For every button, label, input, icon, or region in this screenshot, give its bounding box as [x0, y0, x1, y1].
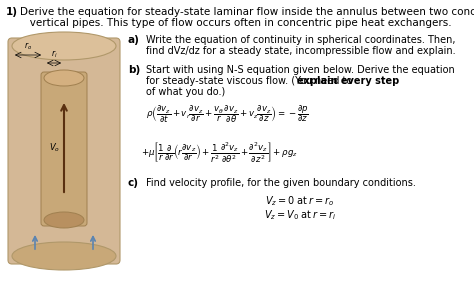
Text: Write the equation of continuity in spherical coordinates. Then,: Write the equation of continuity in sphe… — [146, 35, 456, 45]
Text: $V_o$: $V_o$ — [49, 142, 60, 154]
Text: Start with using N-S equation given below. Derive the equation: Start with using N-S equation given belo… — [146, 65, 455, 75]
Text: for steady-state viscous flow. (You need to: for steady-state viscous flow. (You need… — [146, 76, 356, 86]
Text: $\rho\left(\dfrac{\partial v_z}{\partial t} + v_r\dfrac{\partial v_z}{\partial r: $\rho\left(\dfrac{\partial v_z}{\partial… — [146, 103, 309, 125]
Text: Derive the equation for steady-state laminar flow inside the annulus between two: Derive the equation for steady-state lam… — [20, 7, 474, 17]
Text: find dVz/dz for a steady state, incompressible flow and explain.: find dVz/dz for a steady state, incompre… — [146, 46, 456, 56]
Text: $r_i$: $r_i$ — [51, 49, 57, 60]
Text: $r_o$: $r_o$ — [24, 40, 32, 52]
Text: $V_z = V_0\;\mathrm{at}\;r = r_i$: $V_z = V_0\;\mathrm{at}\;r = r_i$ — [264, 208, 337, 222]
Text: $+ \mu\left[\dfrac{1}{r}\dfrac{\partial}{\partial r}\left(r\dfrac{\partial v_z}{: $+ \mu\left[\dfrac{1}{r}\dfrac{\partial}… — [141, 140, 298, 165]
Text: of what you do.): of what you do.) — [146, 87, 225, 97]
Text: vertical pipes. This type of flow occurs often in concentric pipe heat exchanger: vertical pipes. This type of flow occurs… — [20, 18, 452, 28]
Text: Find velocity profile, for the given boundary conditions.: Find velocity profile, for the given bou… — [146, 178, 416, 188]
Text: 1): 1) — [6, 7, 18, 17]
Text: a): a) — [128, 35, 140, 45]
Text: $V_z = 0\;\mathrm{at}\;r = r_o$: $V_z = 0\;\mathrm{at}\;r = r_o$ — [265, 194, 335, 208]
Ellipse shape — [44, 70, 84, 86]
Text: b): b) — [128, 65, 140, 75]
Ellipse shape — [44, 212, 84, 228]
FancyBboxPatch shape — [8, 38, 120, 264]
Text: explain every step: explain every step — [297, 76, 399, 86]
Text: c): c) — [128, 178, 139, 188]
Ellipse shape — [12, 32, 116, 60]
FancyBboxPatch shape — [41, 72, 87, 226]
Ellipse shape — [12, 242, 116, 270]
